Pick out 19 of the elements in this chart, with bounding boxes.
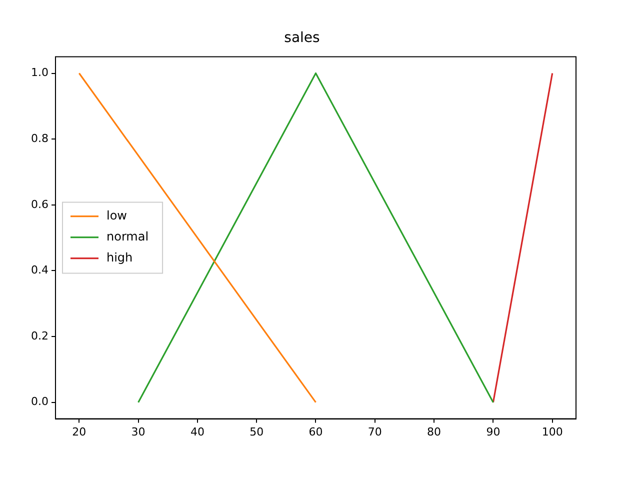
y-tick-label: 0.4 xyxy=(30,264,48,277)
x-tick-label: 80 xyxy=(427,425,442,438)
x-tick-label: 40 xyxy=(190,425,204,438)
y-tick-label: 0.6 xyxy=(30,198,48,211)
x-tick-label: 30 xyxy=(131,425,146,438)
x-tick-label: 100 xyxy=(542,425,563,438)
y-tick-label: 0.0 xyxy=(30,395,48,408)
x-tick-label: 50 xyxy=(250,425,264,438)
y-tick-label: 0.2 xyxy=(30,329,48,342)
legend-label: low xyxy=(106,208,128,222)
y-tick-label: 1.0 xyxy=(30,66,48,80)
legend-label: normal xyxy=(106,229,149,244)
y-tick-label: 0.8 xyxy=(30,132,48,145)
x-tick-label: 20 xyxy=(72,425,86,438)
x-tick-label: 70 xyxy=(368,425,382,438)
x-tick-label: 90 xyxy=(486,425,500,438)
x-tick-label: 60 xyxy=(308,425,323,438)
legend-label: high xyxy=(106,250,133,264)
chart-title: sales xyxy=(284,30,320,46)
